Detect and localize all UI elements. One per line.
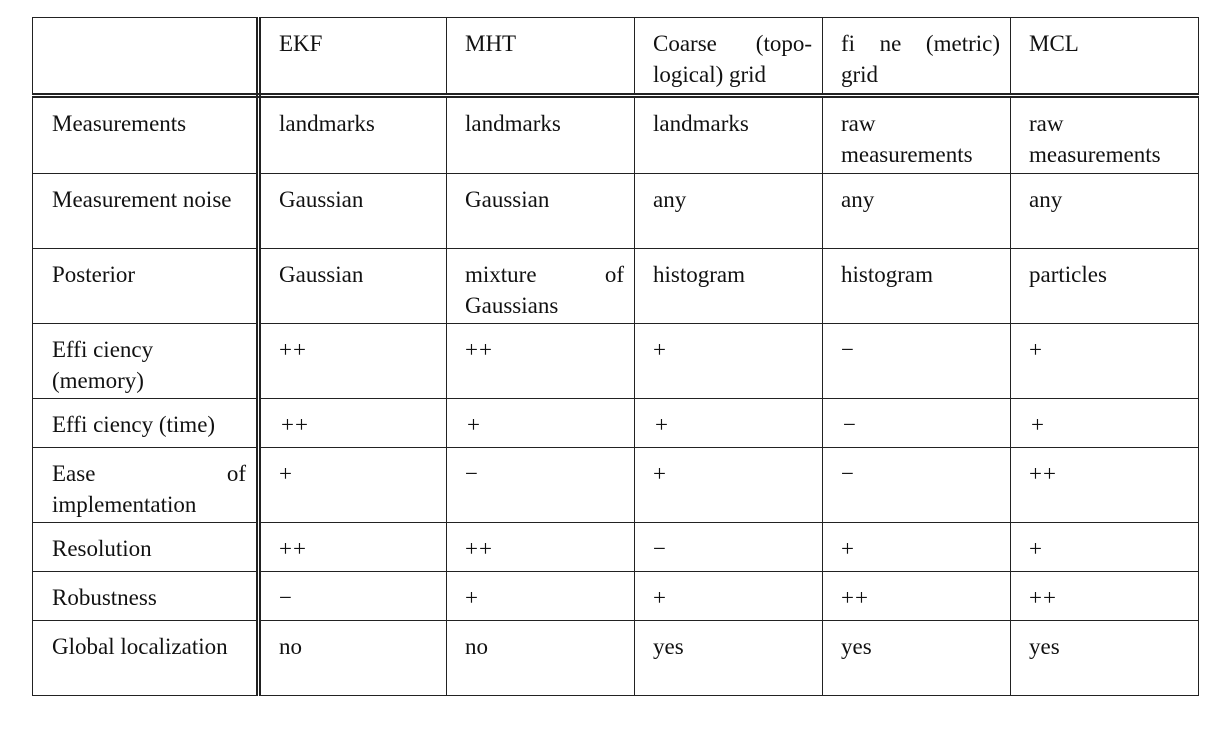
table-cell: yes bbox=[1010, 620, 1199, 696]
row-label: Robustness bbox=[32, 571, 261, 621]
row-label: Effi ciency (time) bbox=[32, 398, 261, 448]
header-cell-empty bbox=[32, 17, 261, 98]
table-cell: ++ bbox=[1010, 571, 1199, 621]
table-cell: raw measurements bbox=[822, 95, 1011, 174]
table-cell: yes bbox=[822, 620, 1011, 696]
row-label: Measurements bbox=[32, 95, 261, 174]
table-cell: landmarks bbox=[258, 95, 447, 174]
header-cell-fine-grid: fi ne (metric) grid bbox=[822, 17, 1011, 98]
table-cell: + bbox=[1010, 522, 1199, 572]
table-cell: particles bbox=[1010, 248, 1199, 324]
table-cell: − bbox=[822, 323, 1011, 399]
table-cell: + bbox=[446, 571, 635, 621]
table-cell: no bbox=[446, 620, 635, 696]
table-cell: any bbox=[634, 173, 823, 249]
table-row: Measurement noise Gaussian Gaussian any … bbox=[32, 173, 1199, 249]
table-cell: Gaussian bbox=[258, 173, 447, 249]
table-row: Resolution ++ ++ − + + bbox=[32, 522, 1199, 572]
header-cell-coarse-grid: Coarse (topo-logical) grid bbox=[634, 17, 823, 98]
row-label: Resolution bbox=[32, 522, 261, 572]
table-cell: − bbox=[446, 447, 635, 523]
table-cell: + bbox=[634, 323, 823, 399]
table-cell: ++ bbox=[258, 522, 447, 572]
table-cell: ++ bbox=[446, 323, 635, 399]
table-row: Posterior Gaussian mixture of Gaussians … bbox=[32, 248, 1199, 324]
table-cell: landmarks bbox=[634, 95, 823, 174]
table-cell: ++ bbox=[258, 323, 447, 399]
header-cell-ekf: EKF bbox=[258, 17, 447, 98]
table-cell: histogram bbox=[822, 248, 1011, 324]
table-cell: − bbox=[258, 571, 447, 621]
table-cell: + bbox=[822, 522, 1011, 572]
table-cell: − bbox=[822, 447, 1011, 523]
row-label: Measurement noise bbox=[32, 173, 261, 249]
table-cell: ++ bbox=[822, 571, 1011, 621]
table-row: Effi ciency (time) ++ + + − + bbox=[32, 398, 1199, 448]
table-row: Robustness − + + ++ ++ bbox=[32, 571, 1199, 621]
table-cell: ++ bbox=[446, 522, 635, 572]
table-cell: any bbox=[1010, 173, 1199, 249]
table-cell: Gaussian bbox=[446, 173, 635, 249]
table-cell: raw measurements bbox=[1010, 95, 1199, 174]
table-cell: + bbox=[634, 447, 823, 523]
table-cell: no bbox=[258, 620, 447, 696]
row-label: Posterior bbox=[32, 248, 261, 324]
table-row: Global localization no no yes yes yes bbox=[32, 620, 1199, 696]
table-cell: + bbox=[634, 398, 823, 448]
table-cell: mixture of Gaussians bbox=[446, 248, 635, 324]
table-cell: yes bbox=[634, 620, 823, 696]
header-cell-mcl: MCL bbox=[1010, 17, 1199, 98]
comparison-table: EKF MHT Coarse (topo-logical) grid fi ne… bbox=[32, 17, 1199, 696]
table-row: Effi ciency (memory) ++ ++ + − + bbox=[32, 323, 1199, 399]
table-row: Measurements landmarks landmarks landmar… bbox=[32, 95, 1199, 174]
table-cell: histogram bbox=[634, 248, 823, 324]
table-row: Ease of implementation + − + − ++ bbox=[32, 447, 1199, 523]
table-cell: − bbox=[822, 398, 1011, 448]
table-cell: ++ bbox=[1010, 447, 1199, 523]
table-cell: + bbox=[258, 447, 447, 523]
header-row: EKF MHT Coarse (topo-logical) grid fi ne… bbox=[32, 17, 1199, 98]
table-cell: landmarks bbox=[446, 95, 635, 174]
header-cell-mht: MHT bbox=[446, 17, 635, 98]
table-cell: any bbox=[822, 173, 1011, 249]
row-label: Ease of implementation bbox=[32, 447, 261, 523]
table-cell: + bbox=[1010, 323, 1199, 399]
row-label: Effi ciency (memory) bbox=[32, 323, 261, 399]
table-cell: + bbox=[446, 398, 635, 448]
row-label: Global localization bbox=[32, 620, 261, 696]
table-cell: − bbox=[634, 522, 823, 572]
table-cell: + bbox=[1010, 398, 1199, 448]
table-cell: Gaussian bbox=[258, 248, 447, 324]
table-cell: + bbox=[634, 571, 823, 621]
table-cell: ++ bbox=[258, 398, 447, 448]
